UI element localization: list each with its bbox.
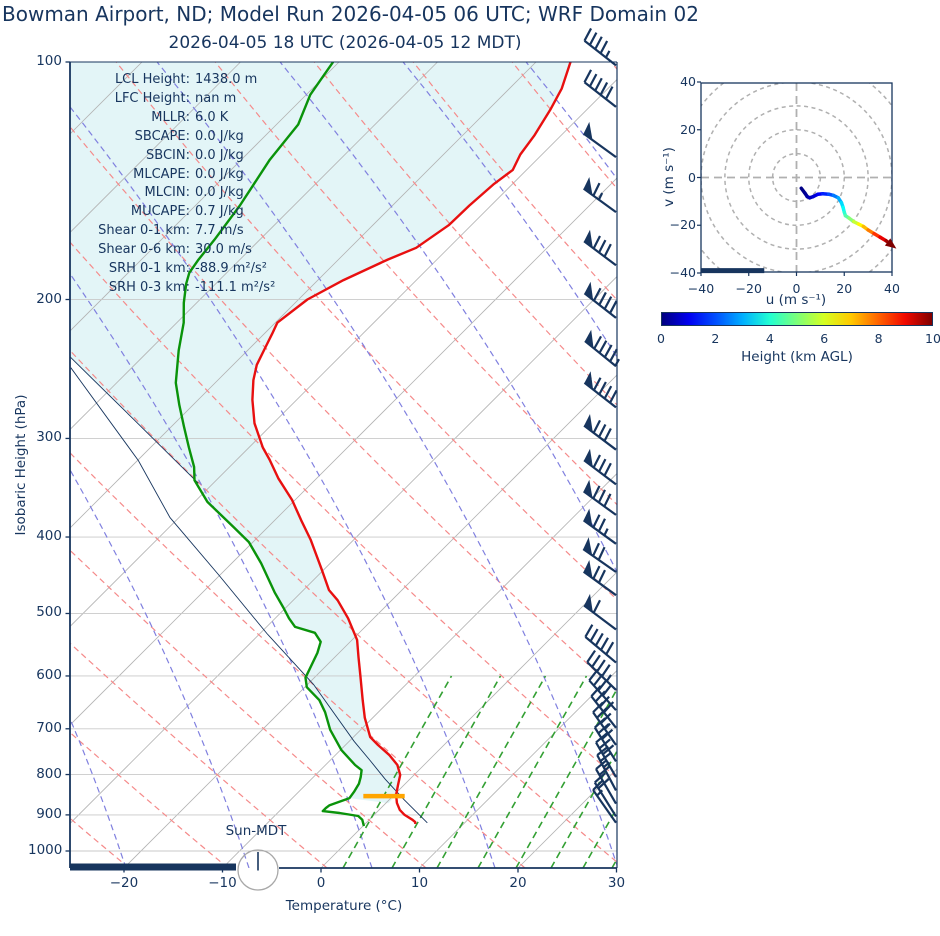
colorbar-tick-0: 0: [657, 331, 665, 346]
hodo-v-tick--40: −40: [669, 265, 696, 280]
chart-subtitle: 2026-04-05 18 UTC (2026-04-05 12 MDT): [168, 33, 522, 53]
y-axis-label: Isobaric Height (hPa): [13, 394, 29, 536]
stat-label: Shear 0-1 km:: [98, 223, 190, 239]
dewpoint-curve: [174, 62, 366, 827]
pressure-gridlines: [70, 61, 617, 852]
moist-adiabat-lines: [70, 62, 617, 868]
sounding-stats-block: LCL Height: 1438.0 m LFC Height: nan m MLLR:…: [60, 71, 275, 298]
stat-row-1: LFC Height: nan m: [60, 90, 275, 109]
hodograph-arrow-head: [884, 238, 897, 249]
x-tick-label-0: 0: [316, 875, 326, 891]
x-tick-label-20: 20: [509, 875, 527, 891]
hodo-u-tick--20: −20: [735, 281, 762, 296]
hodo-v-tick-40: 40: [680, 74, 696, 89]
y-tick-label-900: 900: [36, 805, 62, 822]
hodo-x-axis-label: u (m s⁻¹): [765, 292, 827, 308]
hodo-u-tick-40: 40: [884, 281, 900, 296]
height-colorbar: [661, 312, 933, 326]
stat-value: 30.0 m/s: [195, 242, 252, 258]
stat-row-0: LCL Height: 1438.0 m: [60, 71, 275, 90]
stat-label: LFC Height:: [114, 90, 190, 106]
y-tick-label-1000: 1000: [28, 842, 63, 858]
colorbar-tick-10: 10: [925, 331, 940, 346]
hodo-u-tick-20: 20: [836, 281, 853, 296]
x-tick-label--10: −10: [208, 875, 237, 891]
stat-label: SBCIN:: [146, 147, 190, 163]
stat-label: LCL Height:: [114, 72, 190, 87]
stat-row-4: SBCIN: 0.0 J/kg: [60, 147, 275, 166]
stat-label: SRH 0-3 km:: [108, 279, 190, 295]
wind-barbs: [582, 27, 620, 824]
y-tick-label-600: 600: [36, 666, 62, 683]
stat-value: nan m: [195, 90, 237, 106]
colorbar-label: Height (km AGL): [741, 349, 853, 365]
hodo-u-tick-0: 0: [792, 281, 801, 296]
x-tick-label--20: −20: [109, 875, 139, 891]
stat-row-3: SBCAPE: 0.0 J/kg: [60, 128, 275, 147]
sun-clock-label: Sun-MDT: [225, 823, 287, 839]
colorbar-tick-6: 6: [820, 331, 829, 346]
sun-clock: [237, 849, 279, 891]
stat-row-6: MLCIN: 0.0 J/kg: [60, 184, 275, 203]
hodo-v-tick-20: 20: [680, 121, 696, 137]
shaded-region: [70, 62, 571, 804]
stat-row-10: SRH 0-1 km: -88.9 m²/s²: [60, 260, 275, 279]
stat-row-11: SRH 0-3 km: -111.1 m²/s²: [60, 279, 275, 298]
stat-value: 7.7 m/s: [195, 223, 244, 239]
y-tick-label-300: 300: [36, 429, 62, 446]
stat-row-5: MLCAPE: 0.0 J/kg: [60, 166, 275, 185]
stat-value: 6.0 K: [195, 109, 229, 125]
stat-value: 0.0 J/kg: [195, 185, 244, 201]
stat-label: Shear 0-6 km:: [98, 242, 190, 258]
stat-row-2: MLLR: 6.0 K: [60, 109, 275, 128]
temperature-curve: [251, 62, 572, 824]
stat-label: MLLR:: [151, 109, 190, 125]
x-tick-label-30: 30: [607, 875, 626, 891]
parcel-profile-line: [70, 356, 428, 824]
colorbar-tick-4: 4: [765, 331, 774, 346]
stat-label: MUCAPE:: [130, 204, 190, 220]
colorbar-tick-2: 2: [711, 331, 720, 346]
mixing-ratio-lines: [342, 675, 617, 868]
stat-label: SRH 0-1 km:: [108, 261, 190, 277]
stat-value: 0.0 J/kg: [195, 147, 244, 163]
stat-value: -111.1 m²/s²: [195, 279, 276, 295]
stat-label: MLCIN:: [144, 185, 190, 201]
y-tick-label-100: 100: [36, 53, 62, 69]
hodograph: [697, 81, 893, 276]
x-tick-label-10: 10: [410, 875, 429, 891]
page-title: Bowman Airport, ND; Model Run 2026-04-05…: [2, 2, 699, 26]
stat-label: SBCAPE:: [134, 128, 190, 144]
colorbar-tick-8: 8: [874, 331, 883, 346]
stat-row-9: Shear 0-6 km: 30.0 m/s: [60, 241, 275, 260]
stat-value: 0.0 J/kg: [195, 166, 244, 182]
y-tick-label-200: 200: [36, 290, 62, 307]
y-tick-label-800: 800: [36, 765, 62, 782]
stat-value: 1438.0 m: [195, 72, 258, 87]
stat-value: 0.0 J/kg: [195, 128, 244, 144]
hodo-v-tick--20: −20: [669, 217, 696, 233]
y-tick-label-700: 700: [36, 719, 62, 736]
hodograph-trace: [799, 186, 893, 247]
hodo-v-tick-0: 0: [688, 169, 696, 185]
stat-value: 0.7 J/kg: [195, 204, 244, 220]
x-axis-label: Temperature (°C): [285, 898, 403, 914]
stat-value: -88.9 m²/s²: [195, 261, 268, 277]
stat-row-7: MUCAPE: 0.7 J/kg: [60, 203, 275, 222]
stat-row-8: Shear 0-1 km: 7.7 m/s: [60, 222, 275, 241]
y-tick-label-500: 500: [36, 604, 62, 621]
stat-label: MLCAPE:: [133, 166, 190, 182]
hodo-u-tick--40: −40: [687, 281, 715, 296]
y-tick-label-400: 400: [36, 528, 62, 545]
